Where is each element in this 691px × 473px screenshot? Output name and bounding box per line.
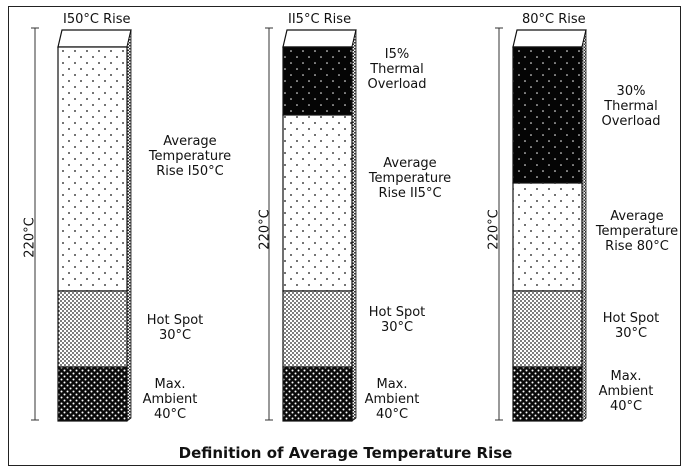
segment-label-max-ambient: Max. Ambient 40°C <box>364 377 420 422</box>
segment-label-hot-spot: Hot Spot 30°C <box>602 311 660 341</box>
column-115-rise <box>265 27 357 422</box>
segment-label-average-rise: Average Temperature Rise II5°C <box>368 156 452 201</box>
diagram-frame <box>8 6 681 466</box>
segment-thermal-overload <box>512 46 583 184</box>
bar-top-face <box>282 29 357 48</box>
column-title: I50°C Rise <box>63 12 131 27</box>
segment-hot-spot <box>512 290 583 368</box>
column-150-rise <box>31 27 132 422</box>
bar-side-face <box>351 29 357 422</box>
segment-label-max-ambient: Max. Ambient 40°C <box>142 377 198 422</box>
bar-top-face <box>57 29 132 48</box>
height-label: 220°C <box>22 217 38 258</box>
segment-average-rise <box>282 114 353 292</box>
height-label: 220°C <box>486 209 502 250</box>
segment-label-max-ambient: Max. Ambient 40°C <box>598 369 654 414</box>
segment-hot-spot <box>57 290 128 368</box>
height-label: 220°C <box>257 209 273 250</box>
segment-label-average-rise: Average Temperature Rise I50°C <box>148 134 232 179</box>
diagram-caption: Definition of Average Temperature Rise <box>178 444 513 462</box>
segment-thermal-overload <box>282 46 353 116</box>
segment-average-rise <box>512 182 583 292</box>
segment-average-rise <box>57 46 128 292</box>
segment-label-thermal-overload: I5% Thermal Overload <box>367 47 427 92</box>
segment-max-ambient <box>512 366 583 422</box>
segment-label-thermal-overload: 30% Thermal Overload <box>601 84 661 129</box>
segment-label-hot-spot: Hot Spot 30°C <box>146 313 204 343</box>
bar-top-face <box>512 29 587 48</box>
column-title: II5°C Rise <box>288 12 352 27</box>
column-80-rise <box>495 27 587 422</box>
segment-max-ambient <box>282 366 353 422</box>
segment-hot-spot <box>282 290 353 368</box>
column-title: 80°C Rise <box>522 12 586 27</box>
segment-max-ambient <box>57 366 128 422</box>
segment-label-hot-spot: Hot Spot 30°C <box>368 305 426 335</box>
segment-label-average-rise: Average Temperature Rise 80°C <box>595 209 679 254</box>
